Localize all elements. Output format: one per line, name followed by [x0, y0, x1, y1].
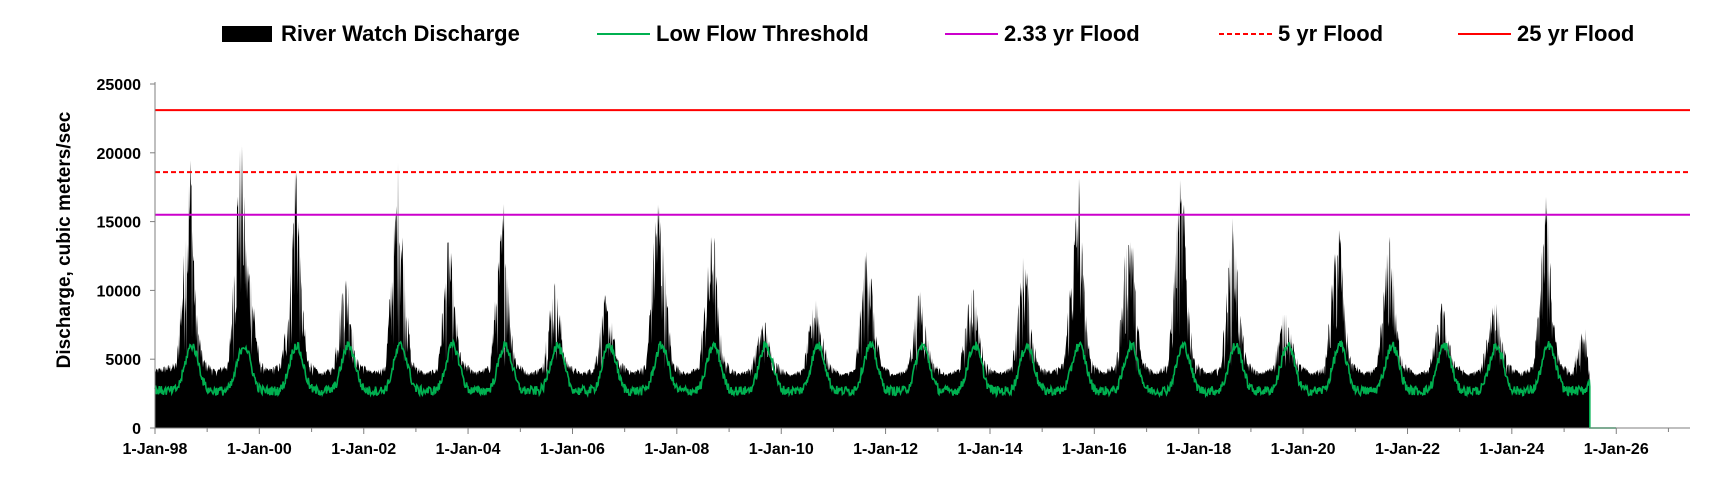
y-tick-label: 25000 — [97, 77, 142, 94]
y-tick-label: 15000 — [97, 215, 142, 232]
legend-swatch-river-watch-discharge — [222, 26, 272, 42]
x-tick-label: 1-Jan-18 — [1166, 441, 1231, 458]
x-tick-label: 1-Jan-12 — [853, 441, 918, 458]
x-tick-label: 1-Jan-26 — [1584, 441, 1649, 458]
axes: 0 5000 10000 15000 20000 25000 1-Jan-98 1-Jan-0… — [97, 77, 1690, 458]
x-tick-label: 1-Jan-08 — [644, 441, 709, 458]
plot-area — [154, 109, 1690, 429]
y-tick-label: 0 — [132, 421, 141, 438]
y-tick-label: 20000 — [97, 146, 142, 163]
legend-label-2-33-yr-flood: 2.33 yr Flood — [1004, 21, 1140, 46]
legend-label-river-watch-discharge: River Watch Discharge — [281, 21, 520, 46]
y-tick-label: 5000 — [105, 352, 141, 369]
x-tick-label: 1-Jan-04 — [436, 441, 501, 458]
low-flow-threshold-line — [154, 338, 1617, 429]
x-tick-label: 1-Jan-98 — [123, 441, 188, 458]
x-tick-label: 1-Jan-24 — [1479, 441, 1544, 458]
y-tick-label: 10000 — [97, 283, 142, 300]
x-tick-label: 1-Jan-00 — [227, 441, 292, 458]
x-tick-label: 1-Jan-10 — [749, 441, 814, 458]
x-tick-label: 1-Jan-16 — [1062, 441, 1127, 458]
x-tick-label: 1-Jan-22 — [1375, 441, 1440, 458]
legend-label-5-yr-flood: 5 yr Flood — [1278, 21, 1383, 46]
x-tick-label: 1-Jan-02 — [331, 441, 396, 458]
x-tick-label: 1-Jan-06 — [540, 441, 605, 458]
legend-label-25-yr-flood: 25 yr Flood — [1517, 21, 1634, 46]
x-tick-label: 1-Jan-20 — [1271, 441, 1336, 458]
y-axis-title: Discharge, cubic meters/sec — [54, 111, 75, 368]
river-watch-discharge-area — [155, 144, 1590, 428]
legend: River Watch Discharge Low Flow Threshold… — [222, 21, 1634, 46]
x-tick-label: 1-Jan-14 — [958, 441, 1023, 458]
legend-label-low-flow-threshold: Low Flow Threshold — [656, 21, 869, 46]
